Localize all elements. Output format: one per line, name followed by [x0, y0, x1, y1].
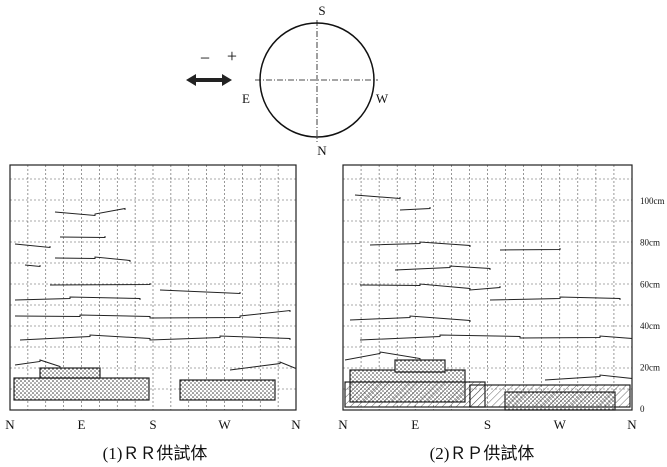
crack-line [230, 362, 296, 370]
crack-line [60, 236, 105, 238]
crack-line [55, 209, 125, 216]
compass: S N E W − + [186, 3, 389, 158]
damage-region [345, 382, 485, 407]
height-label: 80cm [640, 238, 660, 248]
height-label: 40cm [640, 321, 660, 331]
crack-line [360, 284, 500, 290]
direction-label: N [291, 417, 301, 432]
crack-line [490, 297, 620, 300]
direction-label: E [78, 417, 86, 432]
crack-line [400, 207, 430, 210]
crack-line [395, 266, 490, 270]
sign-label: − [200, 48, 210, 68]
crack-line [15, 360, 60, 368]
crack-line [370, 242, 470, 247]
height-label: 100cm [640, 196, 665, 206]
direction-label: N [338, 417, 348, 432]
damage-region [40, 368, 100, 378]
direction-arrow [186, 74, 232, 86]
damage-region [14, 378, 149, 400]
crack-line [15, 244, 50, 248]
panel-caption: (1)ＲＲ供試体 [103, 444, 208, 463]
crack-line [350, 316, 470, 322]
crack-panel: N E S W N (1)ＲＲ供試体 [5, 165, 301, 463]
crack-line [355, 195, 400, 199]
crack-line [160, 290, 240, 294]
compass-label: E [242, 91, 250, 106]
direction-label: S [149, 417, 156, 432]
crack-line [20, 335, 290, 340]
direction-label: S [484, 417, 491, 432]
crack-line [545, 375, 632, 380]
sign-label: + [227, 46, 237, 66]
crack-panel: N E S W N (2)ＲＰ供試体 [338, 165, 637, 463]
crack-line [25, 265, 40, 267]
crack-line [360, 335, 632, 340]
direction-label: W [554, 417, 567, 432]
diagram: S N E W − + N E S W N (1)ＲＲ供試体 N E S W N (2)ＲＰ供試体 10… [0, 0, 667, 467]
direction-label: N [5, 417, 15, 432]
damage-region [180, 380, 275, 400]
direction-label: N [627, 417, 637, 432]
height-label: 20cm [640, 362, 660, 372]
direction-label: E [411, 417, 419, 432]
damage-region [470, 385, 630, 407]
crack-line [345, 352, 420, 360]
damage-region [395, 360, 445, 372]
direction-label: W [218, 417, 231, 432]
crack-line [55, 257, 130, 262]
compass-label: W [376, 91, 389, 106]
compass-label: S [318, 3, 325, 18]
panel-caption: (2)ＲＰ供試体 [430, 444, 535, 463]
height-label: 60cm [640, 279, 660, 289]
crack-line [15, 311, 290, 319]
crack-line [500, 248, 560, 250]
height-label: 0 [640, 404, 645, 414]
compass-label: N [317, 143, 327, 158]
crack-line [15, 297, 140, 300]
